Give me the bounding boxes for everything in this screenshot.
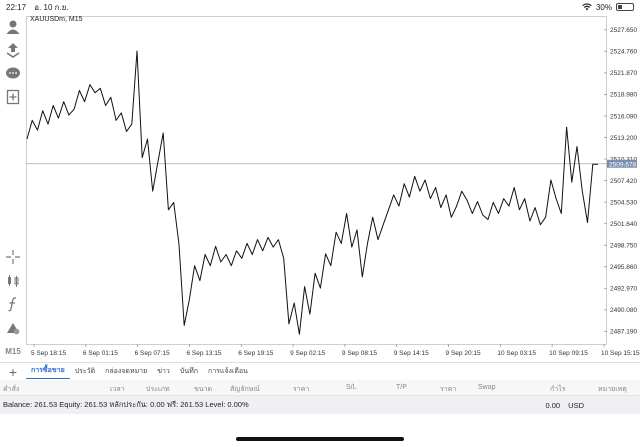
currency-label: USD	[568, 401, 584, 410]
account-icon[interactable]	[2, 16, 24, 37]
home-indicator[interactable]	[236, 437, 404, 441]
current-price-label: 2509.678	[609, 161, 636, 168]
crosshair-icon[interactable]	[2, 247, 24, 268]
time-tick-label: 6 Sep 13:15	[186, 350, 221, 357]
col-symbol[interactable]: สัญลักษณ์	[230, 386, 260, 393]
profit-total: 0.00	[545, 401, 561, 410]
status-bar: 22:17 อ. 10 ก.ย. 30%	[0, 0, 640, 14]
price-tick-label: 2495.860	[610, 264, 637, 271]
tab-alerts[interactable]: การแจ้งเตือน	[207, 368, 248, 375]
tab-history[interactable]: ประวัติ	[74, 368, 96, 375]
col-volume[interactable]: ขนาด	[194, 386, 213, 393]
tab-news[interactable]: ข่าว	[157, 368, 170, 375]
tab-trade[interactable]: การซื้อขาย	[26, 365, 70, 379]
balance-row: Balance: 261.53 Equity: 261.53 หลักประกั…	[0, 396, 640, 414]
col-sl[interactable]: S/L	[346, 384, 357, 391]
time-tick-label: 10 Sep 03:15	[497, 350, 536, 357]
battery-icon	[616, 3, 634, 11]
function-icon[interactable]	[2, 294, 24, 315]
price-tick-label: 2513.200	[610, 135, 637, 142]
time-tick-label: 6 Sep 19:15	[238, 350, 273, 357]
col-profit[interactable]: กำไร	[550, 386, 566, 393]
price-chart[interactable]: 2527.650 2524.760 2521.870 2518.980 2516.090…	[26, 14, 640, 362]
candles-icon[interactable]	[2, 270, 24, 291]
price-tick-label: 2504.530	[610, 199, 637, 206]
price-tick-label: 2498.750	[610, 243, 637, 250]
col-tp[interactable]: T/P	[396, 384, 407, 391]
trade-icon[interactable]	[2, 39, 24, 60]
time-tick-label: 10 Sep 09:15	[549, 350, 588, 357]
price-tick-label: 2507.420	[610, 178, 637, 185]
price-tick-label: 2527.650	[610, 27, 637, 34]
table-header: คำสั่ง เวลา ประเภท ขนาด สัญลักษณ์ ราคา S…	[0, 380, 640, 396]
price-tick-label: 2492.970	[610, 286, 637, 293]
col-comment[interactable]: หมายเหตุ	[598, 386, 627, 393]
tab-mailbox[interactable]: กล่องจดหมาย	[105, 368, 148, 375]
time-tick-label: 6 Sep 01:15	[83, 350, 118, 357]
col-order[interactable]: คำสั่ง	[3, 386, 20, 393]
price-tick-label: 2524.760	[610, 49, 637, 56]
price-series-line	[26, 50, 598, 335]
tabs-bar: + การซื้อขาย ประวัติ กล่องจดหมาย ข่าว บั…	[0, 362, 640, 380]
time-tick-label: 5 Sep 18:15	[31, 350, 66, 357]
price-tick-label: 2501.640	[610, 221, 637, 228]
wifi-icon	[582, 3, 592, 11]
profit-total-group: 0.00 USD	[545, 401, 584, 410]
time-tick-label: 9 Sep 20:15	[446, 350, 481, 357]
col-time[interactable]: เวลา	[110, 386, 125, 393]
col-swap[interactable]: Swap	[478, 384, 496, 391]
price-tick-label: 2487.190	[610, 329, 637, 336]
price-tick-label: 2490.080	[610, 307, 637, 314]
add-icon[interactable]: +	[8, 363, 18, 380]
time-tick-label: 10 Sep 15:15	[601, 350, 640, 357]
tab-journal[interactable]: บันทึก	[179, 368, 198, 375]
symbol-label: XAUUSDm, M15	[30, 16, 83, 23]
timeframe-button[interactable]: M15	[5, 346, 21, 356]
battery-fill	[618, 5, 623, 9]
new-order-icon[interactable]	[2, 86, 24, 107]
col-type[interactable]: ประเภท	[146, 386, 170, 393]
left-toolbar: M15	[0, 14, 26, 362]
price-tick-label: 2518.980	[610, 92, 637, 99]
price-tick-label: 2521.870	[610, 70, 637, 77]
price-tick-label: 2516.090	[610, 113, 637, 120]
col-current-price[interactable]: ราคา	[440, 386, 457, 393]
chat-icon[interactable]	[2, 63, 24, 84]
status-date: อ. 10 ก.ย.	[34, 2, 69, 12]
plot-frame	[26, 16, 607, 345]
status-time: 22:17	[6, 2, 27, 12]
current-price-marker	[607, 159, 637, 168]
objects-icon[interactable]	[2, 317, 24, 338]
col-price[interactable]: ราคา	[293, 386, 310, 393]
chart-area[interactable]: 2527.650 2524.760 2521.870 2518.980 2516.090…	[26, 14, 640, 362]
time-tick-label: 6 Sep 07:15	[135, 350, 170, 357]
time-tick-label: 9 Sep 14:15	[394, 350, 429, 357]
balance-summary: Balance: 261.53 Equity: 261.53 หลักประกั…	[3, 400, 249, 409]
time-tick-label: 9 Sep 02:15	[290, 350, 325, 357]
battery-percent: 30%	[595, 2, 612, 12]
time-tick-label: 9 Sep 08:15	[342, 350, 377, 357]
